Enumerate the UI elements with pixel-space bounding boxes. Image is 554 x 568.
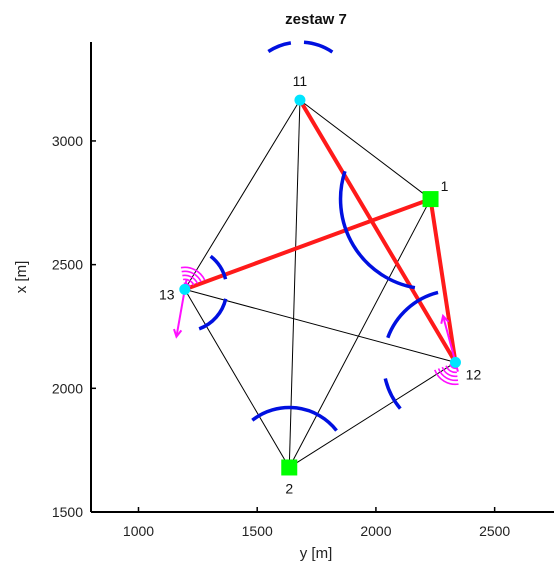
red-line-1-12	[428, 197, 458, 365]
error-arc-12-0	[449, 364, 457, 370]
error-glyphs	[173, 266, 459, 386]
point-label-13: 13	[159, 286, 175, 302]
error-glyph-13	[173, 266, 206, 339]
y-tick-label-3000: 3000	[52, 133, 83, 149]
angle-arc-11-1	[267, 41, 292, 53]
error-arc-13-0	[183, 282, 191, 288]
error-arc-12-1	[445, 365, 457, 374]
control-point-2	[281, 459, 298, 476]
angle-arc-13-5	[198, 298, 228, 331]
red-line-11-12	[297, 98, 458, 365]
point-label-1: 1	[441, 178, 449, 194]
red-line-13-1	[182, 197, 433, 292]
error-arrowhead-13	[173, 328, 183, 339]
point-markers	[179, 94, 461, 476]
point-label-12: 12	[466, 366, 482, 382]
network-line-13-2	[184, 289, 290, 468]
error-arc-13-3	[181, 270, 202, 283]
error-arc-12-3	[437, 368, 459, 382]
axes	[90, 42, 554, 513]
error-arc-12-4	[434, 369, 459, 386]
new-point-12	[449, 356, 461, 368]
y-tick-label-1500: 1500	[52, 504, 83, 520]
new-point-11	[294, 94, 306, 106]
error-arc-12-2	[441, 366, 458, 378]
network-line-2-12	[288, 361, 456, 468]
network-lines	[184, 99, 456, 468]
network-line-11-13	[184, 99, 301, 290]
x-tick-label-1000: 1000	[123, 523, 154, 539]
x-tick-label-2500: 2500	[479, 523, 510, 539]
angle-arc-2-7	[251, 405, 338, 432]
y-tick-label-2500: 2500	[52, 257, 83, 273]
new-point-13	[179, 283, 191, 295]
error-arc-13-2	[182, 274, 199, 284]
error-arc-13-4	[180, 266, 206, 281]
y-axis-label: x [m]	[13, 261, 30, 294]
x-axis-label: y [m]	[300, 545, 333, 562]
angle-arc-1-2	[338, 170, 416, 290]
red-lines	[182, 98, 458, 365]
angle-arc-12-3	[386, 290, 439, 339]
error-glyph-12	[434, 313, 459, 386]
y-tick-label-2000: 2000	[52, 380, 83, 396]
network-line-11-2	[288, 100, 301, 468]
x-ticks: 1000 1500 2000 2500	[123, 507, 510, 539]
error-arc-13-1	[182, 278, 195, 286]
x-tick-label-1500: 1500	[242, 523, 273, 539]
network-line-11-1	[299, 99, 431, 200]
network-line-2-1	[288, 198, 431, 468]
angle-arc-11-0	[303, 40, 334, 54]
network-line-13-12	[184, 288, 456, 363]
angle-arcs	[198, 40, 439, 432]
angle-arc-13-6	[209, 254, 228, 280]
error-arrowhead-12	[440, 313, 450, 324]
point-label-11: 11	[293, 73, 308, 89]
point-label-2: 2	[285, 480, 293, 496]
y-ticks: 1500 2000 2500 3000	[52, 133, 96, 520]
chart-title: zestaw 7	[285, 11, 347, 28]
x-tick-label-2000: 2000	[360, 523, 391, 539]
control-point-1	[422, 191, 439, 208]
angle-arc-12-4	[383, 378, 402, 410]
